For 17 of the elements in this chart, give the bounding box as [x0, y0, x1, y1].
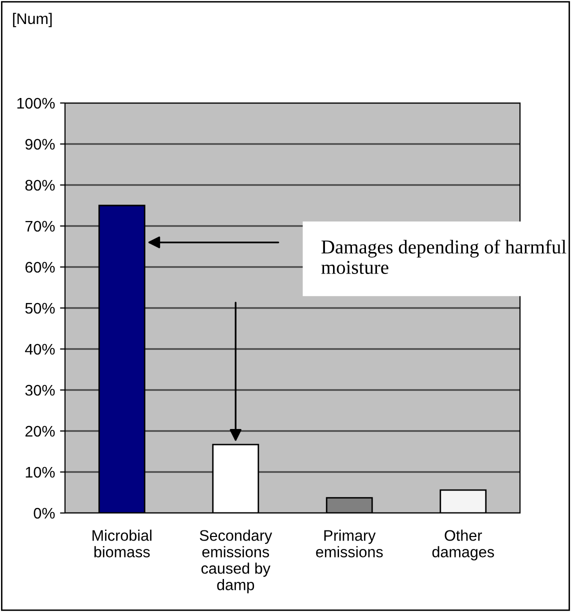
annotation: Damages depending of harmful moisture [321, 240, 566, 274]
y-tick-label: 30% [25, 384, 55, 396]
y-tick-label: 70% [25, 220, 55, 232]
y-tick-label: 10% [26, 466, 55, 478]
y-tick-label: 20% [25, 426, 55, 437]
y-tick-label: 90% [25, 138, 55, 150]
y-tick-label: 40% [25, 344, 55, 355]
y-tick-label: 80% [25, 180, 55, 191]
y-tick-label: 0% [34, 508, 55, 519]
y-tick-label: 60% [25, 262, 55, 273]
x-tick-label: Other damages [432, 530, 494, 560]
y-tick-label: 50% [25, 302, 55, 314]
x-tick-label: Microbial biomass [92, 530, 152, 558]
x-tick-label: Primary emissions [316, 530, 383, 558]
x-tick-label: Secondary emissions caused by damp [200, 530, 272, 594]
y-tick-label: 100% [17, 98, 55, 109]
text: [Num] [13, 12, 52, 28]
